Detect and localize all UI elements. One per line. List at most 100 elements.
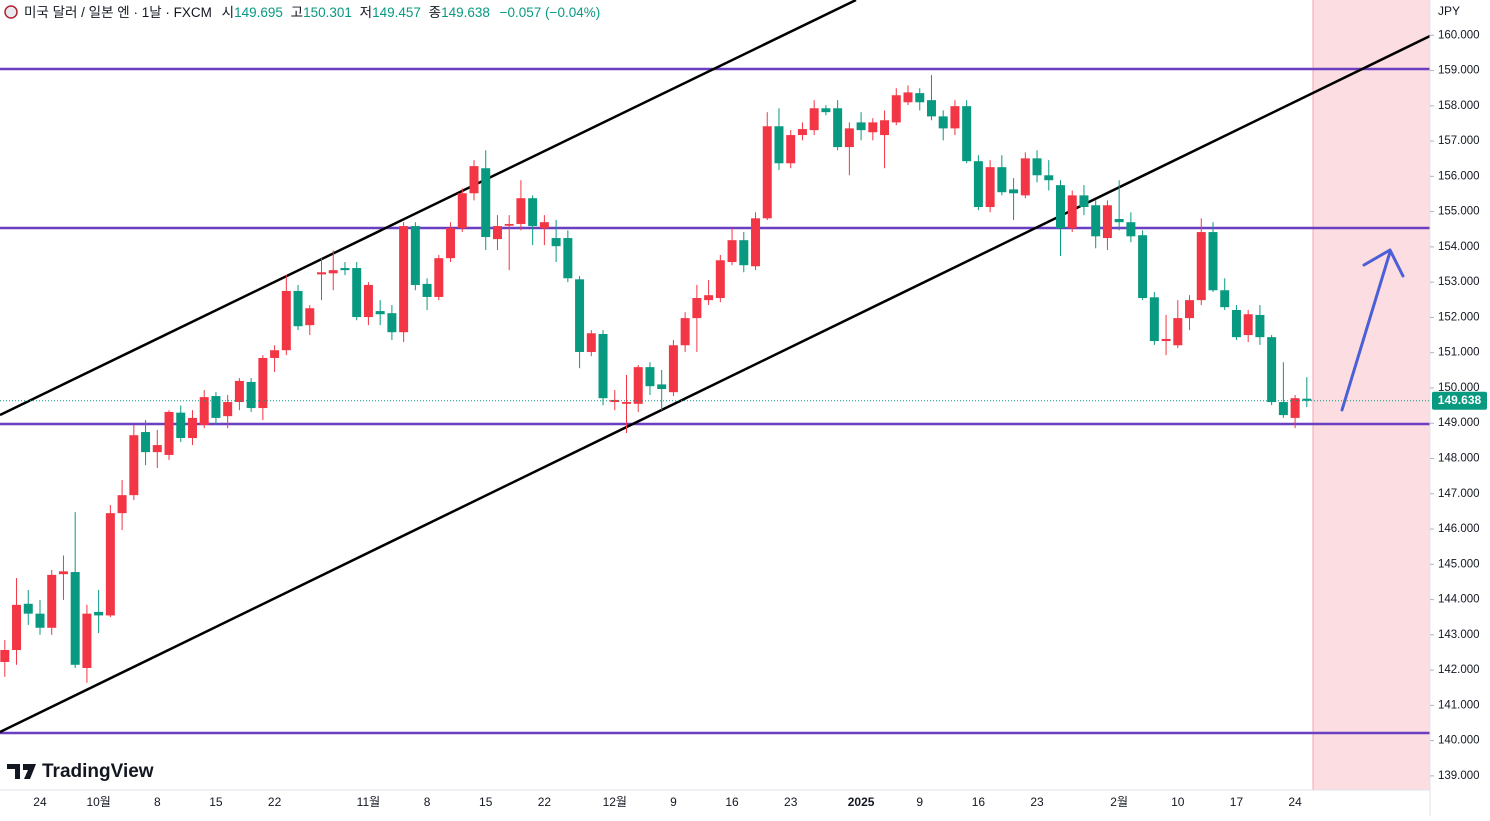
candle-body	[856, 122, 866, 131]
x-tick-label: 23	[1030, 795, 1044, 809]
candle-body	[187, 417, 197, 439]
y-tick-label: 149.000	[1438, 417, 1480, 429]
y-tick-label: 140.000	[1438, 735, 1480, 747]
candle-body	[129, 435, 139, 496]
candle-body	[704, 295, 714, 301]
candle-body	[809, 108, 819, 131]
candle-body	[692, 298, 702, 319]
x-tick-label: 24	[1288, 795, 1302, 809]
candle-body	[117, 495, 127, 514]
price-tag-label: 149.638	[1438, 393, 1482, 407]
candle-body	[973, 161, 983, 208]
x-tick-label: 8	[154, 795, 161, 809]
candle-body	[1091, 205, 1101, 237]
arrow	[1340, 248, 1405, 412]
candle-body	[1044, 175, 1054, 181]
candle-body	[739, 240, 749, 266]
candle-body	[1079, 195, 1089, 208]
flag-icon	[4, 5, 18, 19]
y-tick-label: 159.000	[1438, 65, 1480, 77]
x-tick-label: 2월	[1110, 795, 1128, 809]
candle-body	[868, 122, 878, 133]
change: −0.057 (−0.04%)	[500, 5, 601, 20]
candle-body	[516, 198, 526, 224]
x-tick-label: 15	[479, 795, 493, 809]
y-tick-label: 139.000	[1438, 770, 1480, 782]
candle-body	[1185, 300, 1195, 319]
symbol-title: 미국 달러 / 일본 엔 · 1날 · FXCM	[24, 5, 212, 20]
candle-body	[985, 167, 995, 208]
y-tick-label: 144.000	[1438, 594, 1480, 606]
candle-body	[598, 333, 608, 399]
x-tick-label: 22	[538, 795, 552, 809]
candle-body	[844, 128, 854, 148]
candle-body	[305, 308, 315, 326]
candle-body	[1231, 310, 1241, 338]
candle-body	[1290, 398, 1300, 418]
candle-body	[94, 611, 104, 616]
candle-body	[715, 260, 725, 299]
x-tick-label: 10월	[86, 795, 110, 809]
candle-body	[176, 412, 186, 439]
drawings	[0, 0, 1431, 735]
candle-body	[938, 116, 948, 129]
candle-body	[1161, 338, 1171, 342]
x-tick-label: 9	[916, 795, 923, 809]
highlight-zone	[1313, 0, 1430, 790]
header: 미국 달러 / 일본 엔 · 1날 · FXCM 시149.695 고150.3…	[24, 5, 600, 20]
x-tick-label: 2025	[848, 795, 875, 809]
candle-body	[1196, 232, 1206, 301]
y-tick-label: 142.000	[1438, 664, 1480, 676]
candle-body	[1138, 235, 1148, 299]
candle-body	[223, 402, 233, 417]
candle-body	[727, 240, 737, 263]
candle-body	[258, 357, 268, 409]
close-value: 149.638	[441, 5, 490, 20]
price-tag	[1432, 391, 1487, 410]
candle-body	[633, 367, 643, 404]
candles	[0, 75, 1312, 683]
candle-body	[23, 603, 33, 614]
close-label: 종	[429, 5, 441, 20]
candle-body	[340, 268, 350, 271]
candle-body	[352, 268, 362, 318]
candle-body	[926, 100, 936, 117]
candle-body	[1067, 195, 1077, 229]
y-tick-label: 156.000	[1438, 170, 1480, 182]
candle-body	[35, 613, 45, 628]
candle-body	[363, 284, 373, 318]
y-tick-label: 147.000	[1438, 488, 1480, 500]
trend-line	[0, 34, 1431, 734]
candle-body	[492, 226, 502, 240]
candle-body	[1243, 314, 1253, 336]
candle-body	[152, 445, 162, 453]
candle-body	[903, 92, 913, 103]
x-tick-label: 16	[725, 795, 739, 809]
y-tick-label: 157.000	[1438, 135, 1480, 147]
low-value: 149.457	[372, 5, 421, 20]
candle-body	[797, 129, 807, 136]
y-tick-label: 154.000	[1438, 241, 1480, 253]
candle-body	[680, 318, 690, 346]
candle-body	[751, 218, 761, 267]
candle-body	[504, 223, 514, 226]
candle-body	[950, 106, 960, 129]
candle-body	[422, 283, 432, 297]
candle-body	[12, 604, 22, 650]
high-label: 고	[291, 5, 303, 20]
candle-body	[234, 380, 244, 403]
candle-body	[610, 399, 620, 403]
candle-body	[199, 397, 209, 425]
candle-body	[1208, 232, 1218, 291]
candle-body	[1032, 158, 1042, 176]
y-tick-label: 160.000	[1438, 29, 1480, 41]
y-tick-label: 146.000	[1438, 523, 1480, 535]
x-tick-label: 10	[1171, 795, 1185, 809]
y-tick-label: 143.000	[1438, 629, 1480, 641]
candle-body	[539, 222, 549, 229]
candle-body	[551, 238, 561, 247]
x-tick-label: 9	[670, 795, 677, 809]
y-tick-label: 155.000	[1438, 206, 1480, 218]
candle-body	[1056, 185, 1065, 229]
open-value: 149.695	[234, 5, 283, 20]
